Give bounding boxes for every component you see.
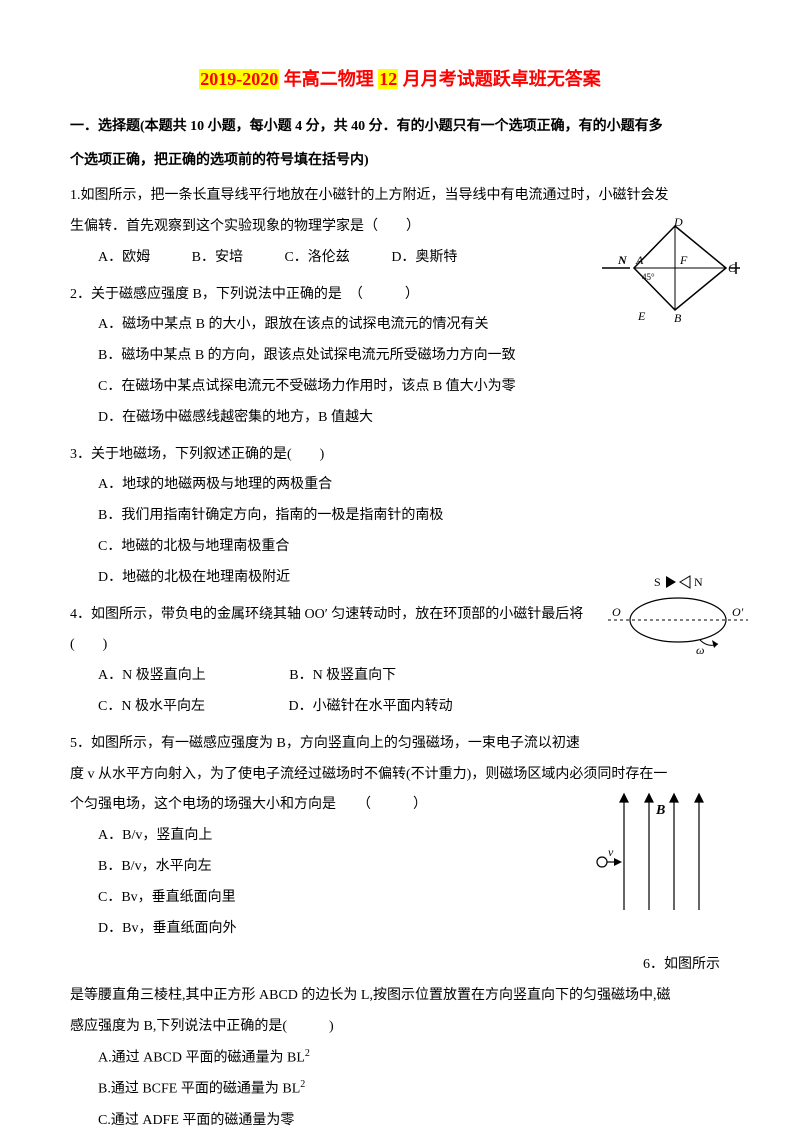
q1-optA: A．欧姆 xyxy=(98,243,150,274)
q4-optD: D．小磁针在水平面内转动 xyxy=(288,692,452,723)
q6-optC: C.通过 ADFE 平面的磁通量为零 xyxy=(70,1106,730,1136)
section-header-l2: 个选项正确，把正确的选项前的符号填在括号内) xyxy=(70,146,730,177)
q3-stem: 3．关于地磁场，下列叙述正确的是( ) xyxy=(70,440,730,471)
q4-stem-l1: 4．如图所示，带负电的金属环绕其轴 OO′ 匀速转动时，放在环顶部的小磁针最后将 xyxy=(70,600,730,631)
title-month: 12 xyxy=(378,69,398,89)
q2-optB: B．磁场中某点 B 的方向，跟该点处试探电流元所受磁场力方向一致 xyxy=(70,341,730,372)
q5-optD: D．Bv，垂直纸面向外 xyxy=(70,914,730,945)
question-2: 2．关于磁感应强度 B，下列说法中正确的是 （ ） A．磁场中某点 B 的大小，… xyxy=(70,280,730,434)
q6-optA: A.通过 ABCD 平面的磁通量为 BL2 xyxy=(70,1043,730,1074)
q2-optA: A．磁场中某点 B 的大小，跟放在该点的试探电流元的情况有关 xyxy=(70,310,730,341)
q2-stem: 2．关于磁感应强度 B，下列说法中正确的是 （ ） xyxy=(70,280,730,311)
label-Op: O′ xyxy=(732,605,744,619)
q3-optD: D．地磁的北极在地理南极附近 xyxy=(70,563,730,594)
q4-stem-l2: ( ) xyxy=(70,630,730,661)
q2-optD: D．在磁场中磁感线越密集的地方，B 值越大 xyxy=(70,403,730,434)
q3-optB: B．我们用指南针确定方向，指南的一极是指南针的南极 xyxy=(70,501,730,532)
question-3: 3．关于地磁场，下列叙述正确的是( ) A．地球的地磁两极与地理的两极重合 B．… xyxy=(70,440,730,594)
q1-options: A．欧姆 B．安培 C．洛伦兹 D．奥斯特 xyxy=(70,243,730,274)
q4-optB: B．N 极竖直向下 xyxy=(289,661,396,692)
q3-optC: C．地磁的北极与地理南极重合 xyxy=(70,532,730,563)
q1-optB: B．安培 xyxy=(192,243,243,274)
title-part-mid: 年高二物理 xyxy=(279,69,378,89)
q5-optC: C．Bv，垂直纸面向里 xyxy=(70,883,730,914)
q5-optA: A．B/v，竖直向上 xyxy=(70,821,730,852)
q1-stem-l1: 1.如图所示，把一条长直导线平行地放在小磁针的上方附近，当导线中有电流通过时，小… xyxy=(70,181,730,212)
question-5: 5．如图所示，有一磁感应强度为 B，方向竖直向上的匀强磁场，一束电子流以初速 度… xyxy=(70,729,730,945)
page-title: 2019-2020 年高二物理 12 月月考试题跃卓班无答案 xyxy=(70,60,730,100)
q1-stem-l2: 生偏转．首先观察到这个实验现象的物理学家是（ ） xyxy=(70,212,730,243)
title-tail: 月月考试题跃卓班无答案 xyxy=(398,69,601,89)
q1-optD: D．奥斯特 xyxy=(391,243,457,274)
q6-stem-l2: 感应强度为 B,下列说法中正确的是( ) xyxy=(70,1012,730,1043)
q5-stem-l2: 度 v 从水平方向射入，为了使电子流经过磁场时不偏转(不计重力)，则磁场区域内必… xyxy=(70,760,730,791)
q6-stem-l1: 是等腰直角三棱柱,其中正方形 ABCD 的边长为 L,按图示位置放置在方向竖直向… xyxy=(70,981,730,1012)
q4-optC: C．N 极水平向左 xyxy=(98,692,205,723)
q4-optA: A．N 极竖直向上 xyxy=(98,661,206,692)
question-6: 是等腰直角三棱柱,其中正方形 ABCD 的边长为 L,按图示位置放置在方向竖直向… xyxy=(70,981,730,1136)
q5-stem-l3: 个匀强电场，这个电场的场强大小和方向是 （ ） xyxy=(70,790,730,821)
q2-optC: C．在磁场中某点试探电流元不受磁场力作用时，该点 B 值大小为零 xyxy=(70,372,730,403)
title-highlight: 2019-2020 xyxy=(199,69,279,89)
question-1: 1.如图所示，把一条长直导线平行地放在小磁针的上方附近，当导线中有电流通过时，小… xyxy=(70,181,730,273)
q5-optB: B．B/v，水平向左 xyxy=(70,852,730,883)
section-header-l1: 一．选择题(本题共 10 小题，每小题 4 分，共 40 分．有的小题只有一个选… xyxy=(70,112,730,143)
question-4: 4．如图所示，带负电的金属环绕其轴 OO′ 匀速转动时，放在环顶部的小磁针最后将… xyxy=(70,600,730,723)
q6-lead: 6．如图所示 xyxy=(70,950,730,981)
q5-stem-l1: 5．如图所示，有一磁感应强度为 B，方向竖直向上的匀强磁场，一束电子流以初速 xyxy=(70,729,730,760)
q3-optA: A．地球的地磁两极与地理的两极重合 xyxy=(70,470,730,501)
q6-optB: B.通过 BCFE 平面的磁通量为 BL2 xyxy=(70,1074,730,1105)
q1-optC: C．洛伦兹 xyxy=(284,243,349,274)
